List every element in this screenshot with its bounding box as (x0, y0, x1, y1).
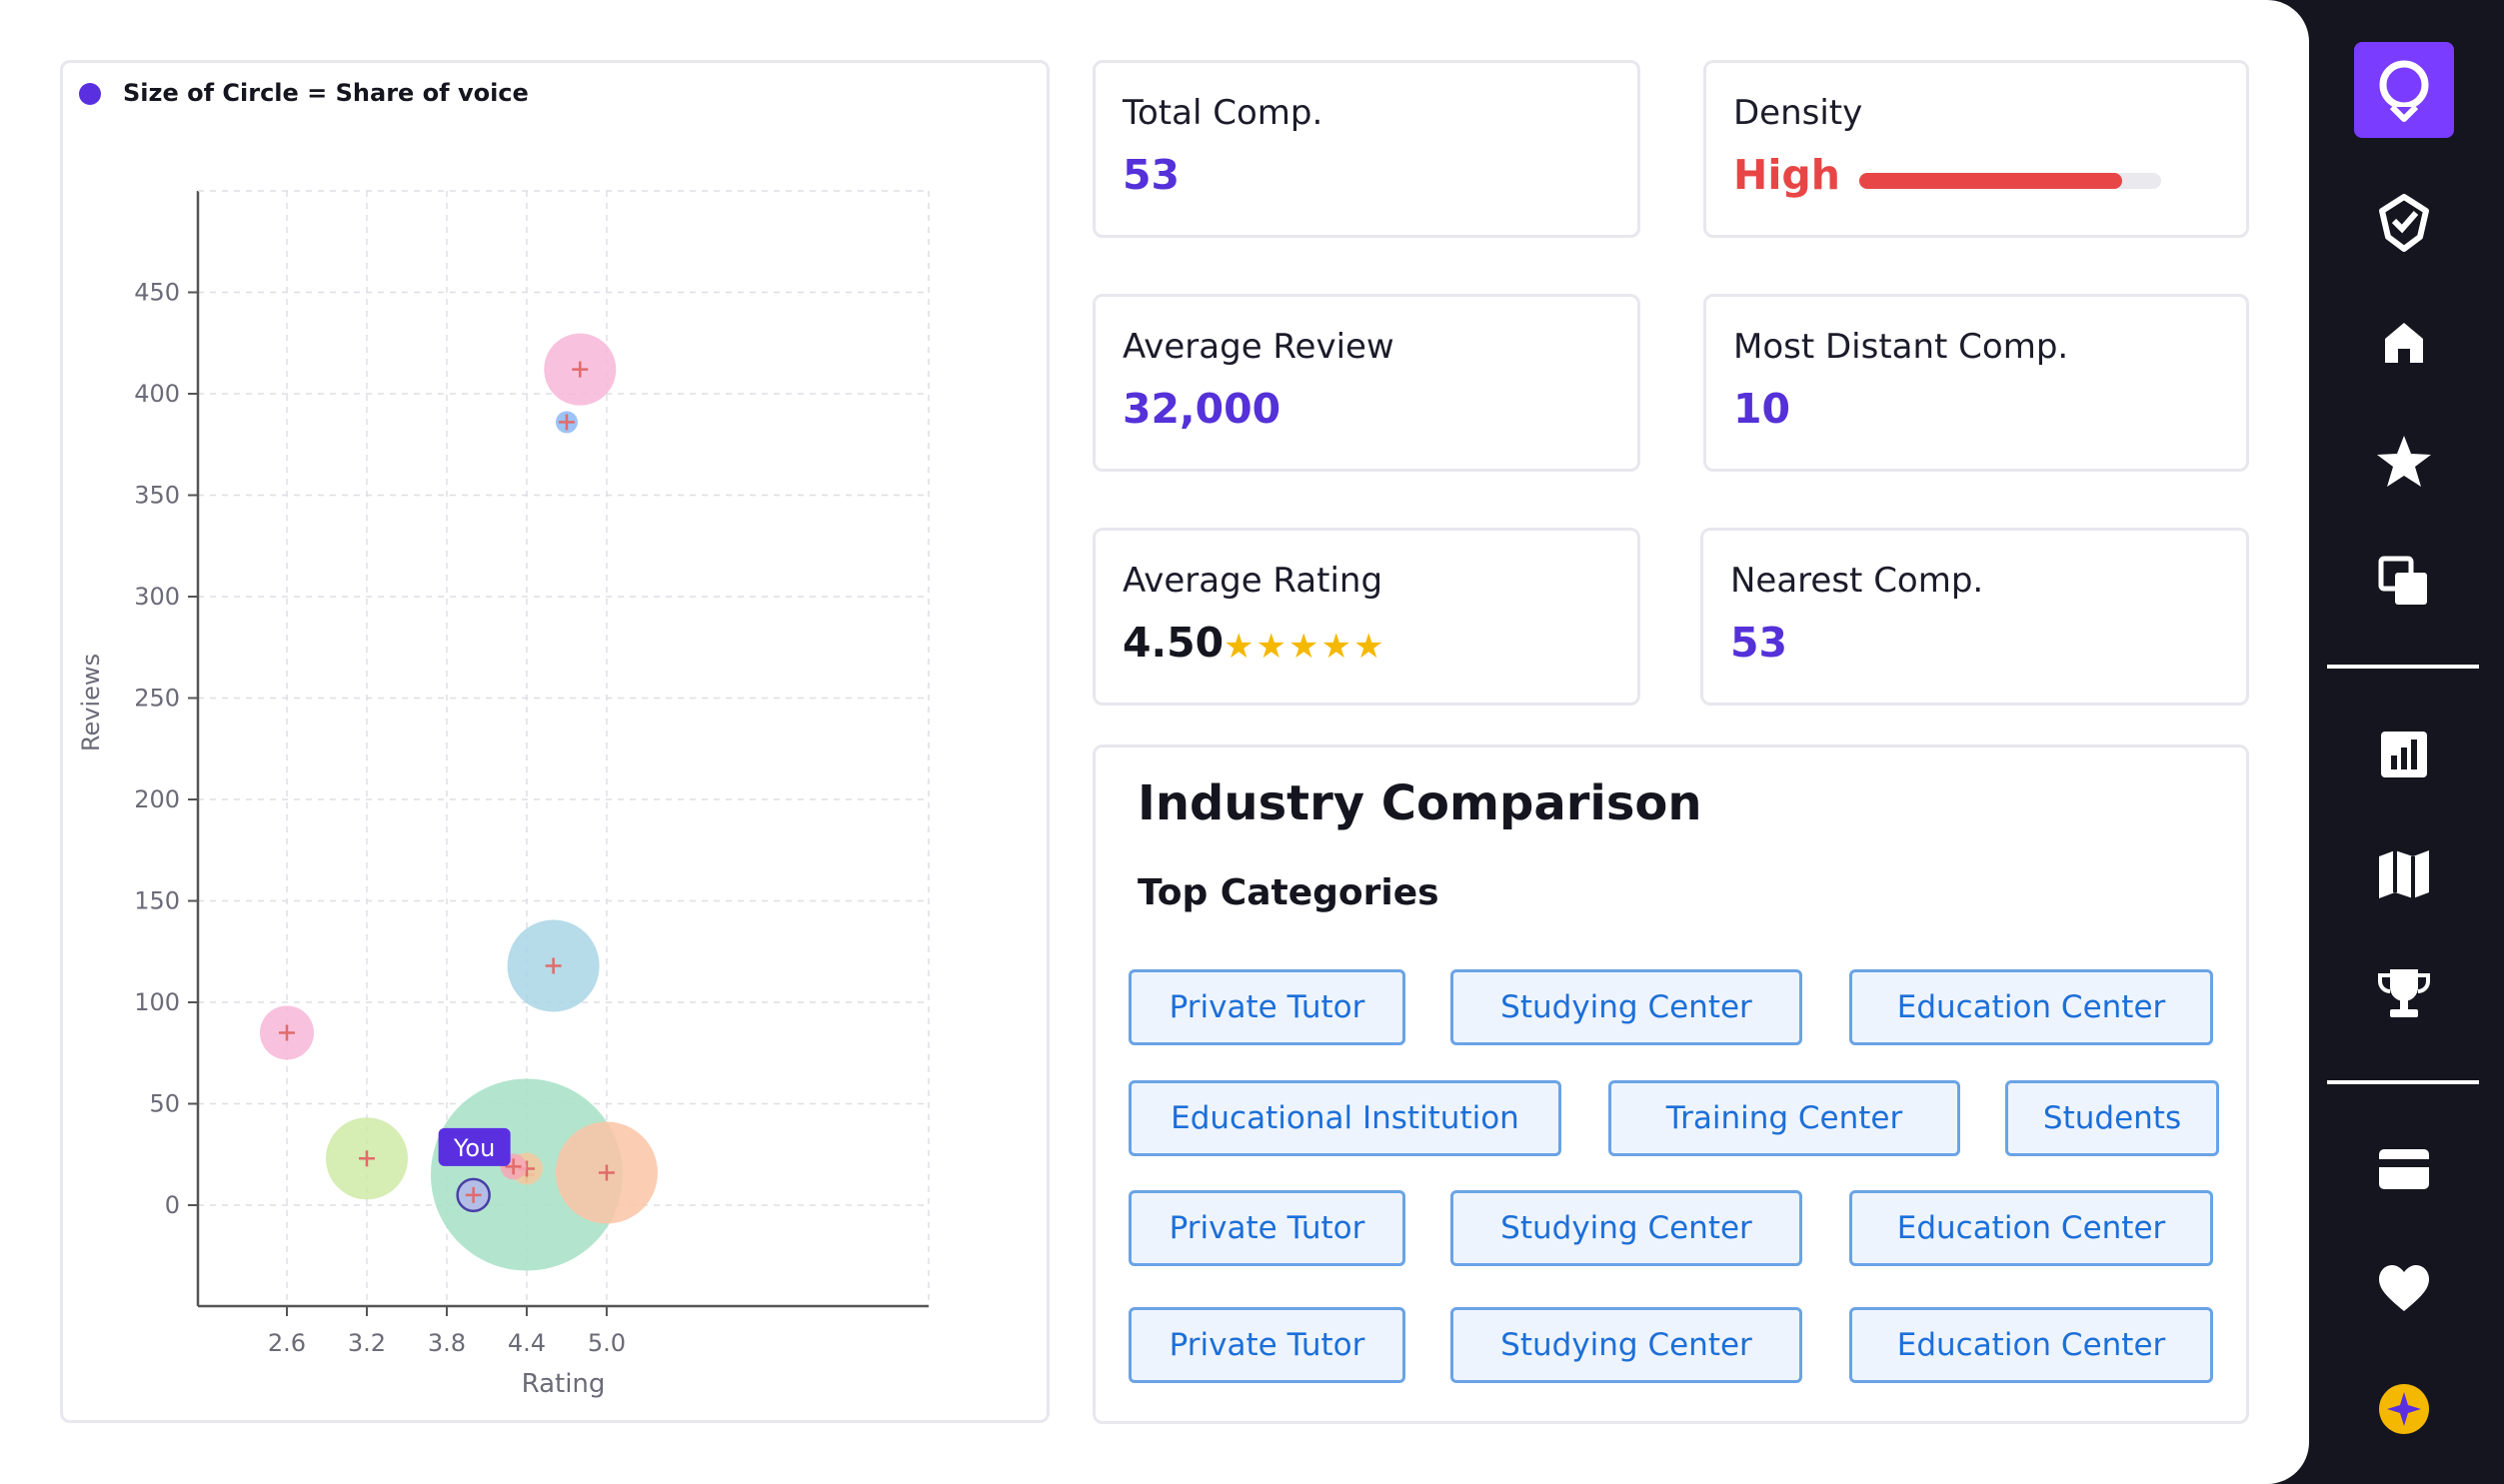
heart-icon[interactable] (2354, 1240, 2454, 1336)
x-tick-label: 3.2 (348, 1329, 386, 1357)
category-tag[interactable]: Private Tutor (1129, 1307, 1405, 1383)
stat-value: 4.50 (1123, 619, 1225, 667)
x-tick-label: 3.8 (428, 1329, 466, 1357)
category-tag[interactable]: Students (2005, 1080, 2219, 1156)
bubble-center-mark (558, 414, 575, 431)
category-tag[interactable]: Education Center (1849, 969, 2213, 1045)
map-icon[interactable] (2354, 826, 2454, 922)
y-tick-label: 50 (149, 1090, 180, 1118)
stat-card-nearest: Nearest Comp. 53 (1700, 528, 2249, 706)
category-tag[interactable]: Education Center (1849, 1307, 2213, 1383)
density-value: High (1733, 151, 1840, 199)
density-bar-track (1859, 173, 2161, 189)
y-tick-label: 0 (165, 1191, 180, 1219)
stat-label: Density (1733, 93, 1863, 133)
category-tag[interactable]: Studying Center (1450, 1307, 1802, 1383)
legend-dot (79, 83, 101, 105)
badge-check-icon[interactable] (2354, 175, 2454, 271)
y-axis-label: Reviews (77, 654, 105, 751)
credit-card-icon[interactable] (2354, 1121, 2454, 1217)
y-tick-label: 100 (134, 988, 180, 1016)
star-icon: ★ (1320, 627, 1353, 667)
category-tag[interactable]: Studying Center (1450, 1190, 1802, 1266)
top-categories-heading: Top Categories (1138, 872, 1439, 913)
bubble-center-mark (465, 1186, 482, 1203)
stat-label: Average Rating (1123, 561, 1383, 601)
x-tick-label: 5.0 (588, 1329, 626, 1357)
category-tag[interactable]: Studying Center (1450, 969, 1802, 1045)
category-tag[interactable]: Private Tutor (1129, 969, 1405, 1045)
star-icon: ★ (1352, 627, 1386, 667)
bubble-center-mark (572, 361, 589, 378)
industry-comparison-card: Industry Comparison Top Categories Priva… (1093, 744, 2249, 1424)
bubble-center-mark (279, 1024, 295, 1041)
scatter-chart: 2.6 3.2 3.8 4.4 5.0 450 400 350 300 250 200 150 100 5… (77, 190, 930, 1399)
logo-icon[interactable] (2354, 42, 2454, 138)
industry-title: Industry Comparison (1138, 775, 1702, 831)
rating-stars: ★★★★★ (1224, 627, 1385, 667)
y-tick-label: 150 (134, 887, 180, 915)
category-tag[interactable]: Private Tutor (1129, 1190, 1405, 1266)
y-tick-label: 350 (134, 482, 180, 510)
sidebar-divider (2327, 1080, 2479, 1084)
category-tag[interactable]: Training Center (1608, 1080, 1960, 1156)
stat-value: 10 (1733, 385, 1791, 433)
stat-card-average-rating: Average Rating 4.50 ★★★★★ (1093, 528, 1640, 706)
bar-chart-icon[interactable] (2354, 707, 2454, 802)
y-tick-label: 200 (134, 785, 180, 813)
y-tick-label: 250 (134, 685, 180, 713)
bubble-center-mark (505, 1158, 522, 1175)
stat-label: Average Review (1123, 327, 1394, 367)
y-tick-label: 400 (134, 380, 180, 408)
copy-icon[interactable] (2354, 534, 2454, 630)
you-badge (438, 1127, 511, 1166)
stat-value: 32,000 (1123, 385, 1281, 433)
sidebar-divider (2327, 665, 2479, 669)
star-icon: ★ (1255, 627, 1288, 667)
star-icon[interactable] (2354, 414, 2454, 510)
x-tick-label: 2.6 (268, 1329, 306, 1357)
sparkle-icon[interactable] (2354, 1361, 2454, 1457)
category-tag[interactable]: Education Center (1849, 1190, 2213, 1266)
star-icon: ★ (1287, 627, 1321, 667)
stat-card-average-review: Average Review 32,000 (1093, 294, 1640, 472)
stat-card-most-distant: Most Distant Comp. 10 (1703, 294, 2249, 472)
stat-value: 53 (1123, 151, 1181, 199)
scatter-chart-card: Size of Circle = Share of voice 2.6 3.2 3.… (60, 60, 1050, 1423)
bubble-center-mark (598, 1164, 615, 1181)
y-tick-label: 450 (134, 279, 180, 307)
density-bar-fill (1859, 173, 2122, 189)
trophy-icon[interactable] (2354, 945, 2454, 1041)
stat-card-density: Density High (1703, 60, 2249, 238)
stat-label: Most Distant Comp. (1733, 327, 2069, 367)
x-tick-label: 4.4 (508, 1329, 546, 1357)
stat-card-total-comp: Total Comp. 53 (1093, 60, 1640, 238)
main-canvas: Size of Circle = Share of voice 2.6 3.2 3.… (0, 0, 2309, 1484)
star-icon: ★ (1224, 627, 1256, 667)
bubble-center-mark (358, 1150, 375, 1167)
you-label: You (453, 1134, 495, 1162)
category-tag[interactable]: Educational Institution (1129, 1080, 1561, 1156)
chart-legend: Size of Circle = Share of voice (123, 79, 529, 107)
stat-label: Nearest Comp. (1730, 561, 1984, 601)
y-tick-label: 300 (134, 583, 180, 611)
stat-label: Total Comp. (1123, 93, 1323, 133)
stat-value: 53 (1730, 619, 1788, 667)
x-axis-label: Rating (522, 1369, 606, 1399)
bubble-center-mark (545, 957, 562, 974)
home-icon[interactable] (2354, 294, 2454, 390)
